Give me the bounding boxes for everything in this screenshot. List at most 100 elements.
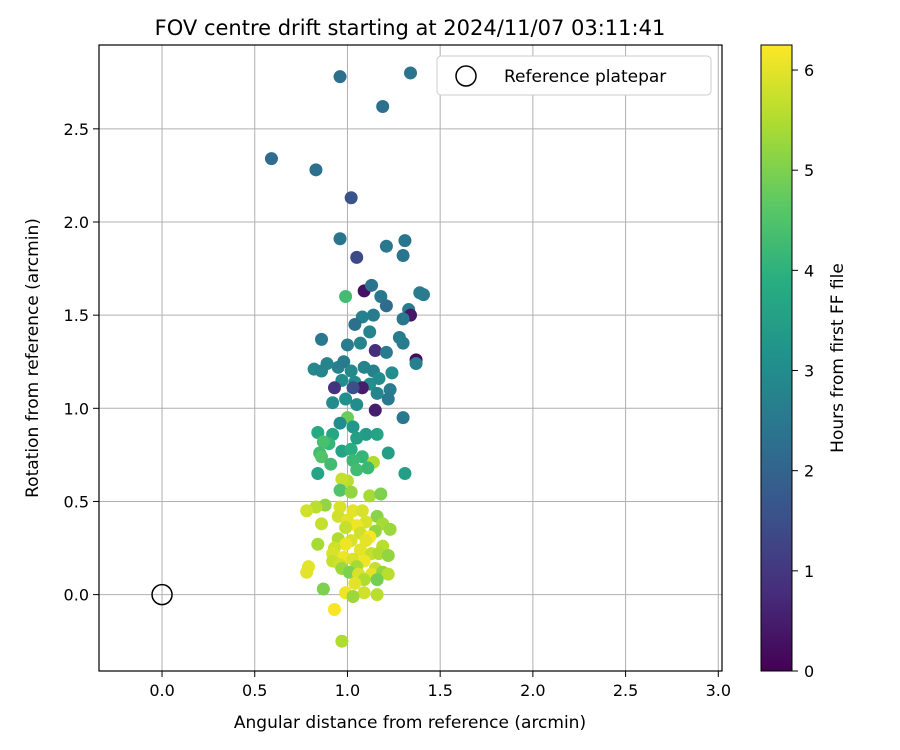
scatter-point <box>264 152 278 166</box>
scatter-point <box>335 472 349 486</box>
x-axis-label: Angular distance from reference (arcmin) <box>234 713 586 733</box>
scatter-point <box>365 278 379 292</box>
scatter-point <box>355 504 369 518</box>
x-tick-label: 3.0 <box>706 681 731 700</box>
colorbar <box>760 44 793 672</box>
reference-marker <box>151 583 173 606</box>
scatter-point <box>344 191 358 205</box>
scatter-point <box>344 485 358 499</box>
scatter-point <box>333 232 347 246</box>
scatter-point <box>357 586 371 600</box>
scatter-point <box>353 336 367 350</box>
colorbar-ticks: 0 1 2 3 4 5 6 <box>792 61 814 681</box>
scatter-point <box>333 70 347 84</box>
scatter-point <box>398 467 412 481</box>
scatter-point <box>327 381 341 395</box>
scatter-point <box>376 99 390 113</box>
scatter-point <box>300 504 314 518</box>
scatter-point <box>372 371 386 385</box>
y-tick-label: 1.0 <box>64 399 89 418</box>
scatter-point <box>335 634 349 648</box>
scatter-point <box>327 603 341 617</box>
scatter-point <box>379 299 393 313</box>
scatter-point <box>348 576 362 590</box>
scatter-point <box>381 567 395 581</box>
scatter-point <box>300 565 314 579</box>
x-tick-label: 0.0 <box>149 681 174 700</box>
reference-marker-group <box>151 583 173 606</box>
scatter-point <box>316 435 330 449</box>
legend: Reference platepar <box>436 55 712 96</box>
scatter-point <box>346 589 360 603</box>
scatter-point <box>339 537 353 551</box>
scatter-point <box>350 398 364 412</box>
scatter-point <box>346 381 360 395</box>
scatter-point <box>340 338 354 352</box>
colorbar-tick-label: 2 <box>804 462 814 481</box>
scatter-point <box>315 364 328 378</box>
scatter-point <box>379 345 393 359</box>
scatter-point <box>396 336 410 350</box>
scatter-point <box>381 392 395 406</box>
x-tick-label: 1.0 <box>335 681 360 700</box>
scatter-point <box>315 517 328 531</box>
scatter-point <box>333 416 347 430</box>
scatter-point <box>383 522 397 536</box>
scatter-point <box>315 332 328 346</box>
legend-box <box>436 55 712 96</box>
colorbar-tick-label: 3 <box>804 362 814 381</box>
colorbar-tick-label: 6 <box>804 61 814 80</box>
scatter-point <box>370 573 384 587</box>
scatter-point <box>398 234 412 248</box>
y-tick-label: 2.5 <box>64 120 89 139</box>
scatter-point <box>355 381 369 395</box>
scatter-point <box>337 355 351 369</box>
scatter-point <box>346 420 360 434</box>
legend-marker <box>455 65 477 87</box>
scatter-point <box>324 457 338 471</box>
x-tick-label: 2.0 <box>520 681 545 700</box>
scatter-point <box>363 489 377 503</box>
scatter-point <box>311 467 325 481</box>
scatter-point <box>350 250 364 264</box>
colorbar-tick-label: 5 <box>804 161 814 180</box>
scatter-point <box>350 463 364 477</box>
scatter-point <box>368 403 382 417</box>
scatter-point <box>339 290 353 304</box>
legend-label: Reference platepar <box>504 67 666 87</box>
colorbar-tick-label: 1 <box>804 562 814 581</box>
x-axis-ticks: 0.0 0.5 1.0 1.5 2.0 2.5 3.0 <box>149 671 731 700</box>
x-tick-label: 2.5 <box>613 681 638 700</box>
scatter-point <box>381 548 395 562</box>
scatter-point <box>370 588 384 602</box>
scatter-point <box>396 249 410 263</box>
scatter-point <box>344 364 358 378</box>
scatter-point <box>361 461 375 475</box>
scatter-point <box>309 163 323 177</box>
scatter-point <box>416 288 430 302</box>
scatter-point <box>370 386 384 400</box>
scatter-point <box>316 582 330 596</box>
x-tick-label: 1.5 <box>427 681 452 700</box>
scatter-point <box>339 521 353 535</box>
scatter-point <box>370 427 384 441</box>
x-tick-label: 0.5 <box>242 681 267 700</box>
chart-title: FOV centre drift starting at 2024/11/07 … <box>155 16 666 40</box>
scatter-point <box>385 366 399 380</box>
scatter-point <box>339 392 353 406</box>
scatter-point <box>363 325 377 339</box>
y-tick-label: 2.0 <box>64 213 89 232</box>
scatter-point <box>353 543 367 557</box>
scatter-point <box>311 537 325 551</box>
y-tick-label: 0.0 <box>64 586 89 605</box>
scatter-point <box>381 446 395 460</box>
scatter-point <box>315 450 328 464</box>
grid <box>99 45 722 671</box>
y-tick-label: 1.5 <box>64 306 89 325</box>
scatter-point <box>396 411 410 425</box>
y-tick-label: 0.5 <box>64 492 89 511</box>
scatter-point <box>379 239 393 253</box>
colorbar-tick-label: 4 <box>804 261 814 280</box>
y-axis-ticks: 0.0 0.5 1.0 1.5 2.0 2.5 <box>64 120 99 605</box>
